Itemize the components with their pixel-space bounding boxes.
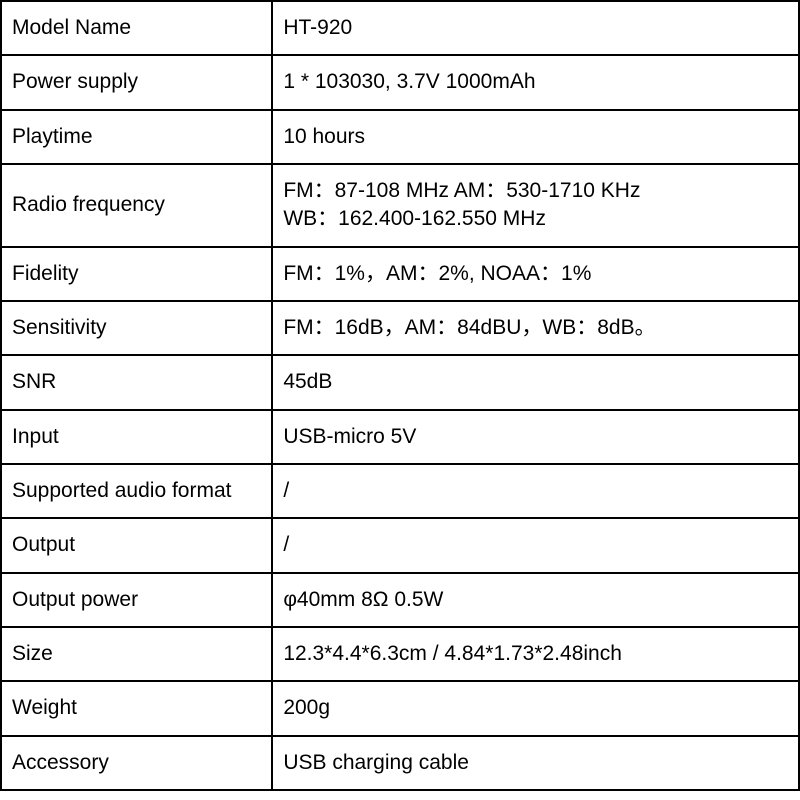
spec-value: 1 * 103030, 3.7V 1000mAh [272,55,799,109]
spec-value: FM：1%，AM：2%, NOAA：1% [272,247,799,301]
spec-value: USB charging cable [272,736,799,790]
table-row: Output / [1,518,799,572]
spec-label: Size [1,627,272,681]
table-row: Fidelity FM：1%，AM：2%, NOAA：1% [1,247,799,301]
spec-label: Playtime [1,110,272,164]
spec-label: Accessory [1,736,272,790]
spec-label: Model Name [1,1,272,55]
spec-label: Output power [1,573,272,627]
table-row: Sensitivity FM：16dB，AM：84dBU，WB：8dB。 [1,301,799,355]
spec-value: 10 hours [272,110,799,164]
spec-value: / [272,464,799,518]
spec-label: Radio frequency [1,164,272,247]
spec-value: 45dB [272,355,799,409]
spec-value: 200g [272,681,799,735]
spec-label: Sensitivity [1,301,272,355]
table-row: SNR 45dB [1,355,799,409]
table-row: Playtime 10 hours [1,110,799,164]
spec-label: SNR [1,355,272,409]
table-row: Output power φ40mm 8Ω 0.5W [1,573,799,627]
spec-label: Output [1,518,272,572]
table-row: Supported audio format / [1,464,799,518]
spec-table: Model Name HT-920 Power supply 1 * 10303… [0,0,800,791]
spec-value: FM：87-108 MHz AM：530-1710 KHzWB：162.400-… [272,164,799,247]
spec-label: Supported audio format [1,464,272,518]
table-row: Accessory USB charging cable [1,736,799,790]
spec-value: FM：16dB，AM：84dBU，WB：8dB。 [272,301,799,355]
spec-table-body: Model Name HT-920 Power supply 1 * 10303… [1,1,799,790]
spec-label: Weight [1,681,272,735]
spec-value: USB-micro 5V [272,410,799,464]
spec-value: 12.3*4.4*6.3cm / 4.84*1.73*2.48inch [272,627,799,681]
spec-label: Input [1,410,272,464]
spec-label: Fidelity [1,247,272,301]
table-row: Power supply 1 * 103030, 3.7V 1000mAh [1,55,799,109]
spec-label: Power supply [1,55,272,109]
spec-value: φ40mm 8Ω 0.5W [272,573,799,627]
table-row: Input USB-micro 5V [1,410,799,464]
table-row: Weight 200g [1,681,799,735]
spec-value: / [272,518,799,572]
table-row: Model Name HT-920 [1,1,799,55]
spec-value: HT-920 [272,1,799,55]
table-row: Radio frequency FM：87-108 MHz AM：530-171… [1,164,799,247]
table-row: Size 12.3*4.4*6.3cm / 4.84*1.73*2.48inch [1,627,799,681]
